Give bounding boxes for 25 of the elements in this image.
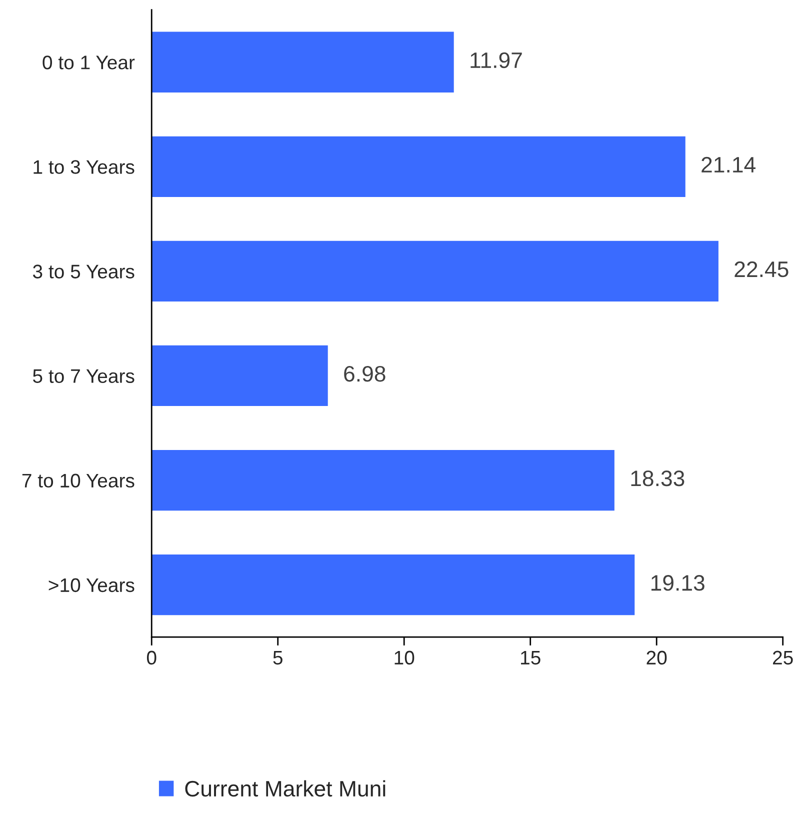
legend-label: Current Market Muni: [185, 780, 386, 797]
y-tick-label: 3 to 5 Years: [32, 264, 134, 278]
data-label: 11.97: [470, 52, 522, 68]
x-tick-label: 20: [646, 650, 667, 665]
bar: [152, 240, 718, 302]
x-tick-label: 25: [773, 650, 793, 665]
x-tick-label: 0: [146, 650, 156, 665]
bar: [152, 136, 686, 197]
x-tick-label: 15: [521, 651, 540, 665]
x-tick-label: 10: [394, 650, 414, 665]
bar: [152, 32, 454, 92]
y-tick-label: >10 Years: [48, 578, 134, 592]
data-label: 21.14: [702, 156, 756, 172]
data-label: 22.45: [734, 261, 788, 278]
data-label: 18.33: [631, 470, 684, 486]
y-tick-label: 0 to 1 Year: [42, 56, 135, 70]
bar: [152, 345, 328, 406]
bar: [152, 450, 614, 511]
y-tick-label: 7 to 10 Years: [22, 474, 134, 488]
data-label: 19.13: [651, 575, 704, 591]
x-tick-label: 5: [273, 651, 282, 665]
bar: [152, 554, 635, 616]
y-tick-label: 1 to 3 Years: [34, 160, 134, 174]
data-label: 6.98: [344, 366, 386, 382]
y-tick-label: 5 to 7 Years: [33, 369, 134, 383]
